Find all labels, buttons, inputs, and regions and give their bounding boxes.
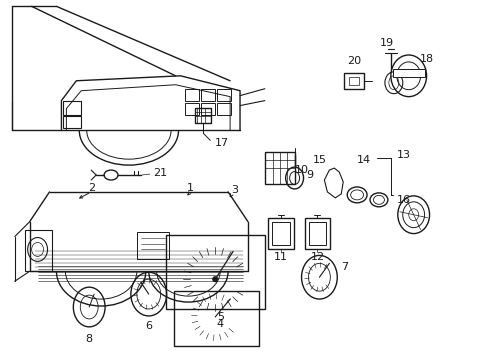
Bar <box>195 108 211 123</box>
Bar <box>308 222 325 246</box>
Text: 18: 18 <box>419 54 433 64</box>
Bar <box>25 230 52 271</box>
Text: 16: 16 <box>396 195 410 205</box>
Bar <box>137 231 168 260</box>
Text: 7: 7 <box>340 262 347 272</box>
Text: 11: 11 <box>273 252 287 262</box>
Text: 19: 19 <box>379 38 393 48</box>
Bar <box>392 69 424 77</box>
Bar <box>201 89 215 100</box>
Text: 14: 14 <box>356 155 370 165</box>
Bar <box>185 89 199 100</box>
Text: 10: 10 <box>294 165 308 175</box>
Bar <box>201 103 215 114</box>
Text: 9: 9 <box>305 170 312 180</box>
Text: 8: 8 <box>85 334 93 344</box>
Text: 5: 5 <box>216 312 223 322</box>
Bar <box>267 218 293 249</box>
Text: 13: 13 <box>396 150 410 160</box>
Bar <box>173 291 258 346</box>
Bar <box>348 77 358 85</box>
Text: 1: 1 <box>186 183 194 193</box>
Text: 20: 20 <box>346 56 361 66</box>
Text: 6: 6 <box>145 321 152 331</box>
Bar <box>63 100 81 114</box>
Text: 21: 21 <box>153 168 167 178</box>
Text: 12: 12 <box>310 252 324 262</box>
Bar <box>271 222 289 246</box>
Bar <box>304 218 330 249</box>
Text: 3: 3 <box>231 185 238 195</box>
Text: 15: 15 <box>312 155 326 165</box>
Ellipse shape <box>212 277 217 282</box>
Bar <box>264 152 294 184</box>
Bar <box>185 103 199 114</box>
Bar <box>165 235 264 309</box>
Bar <box>63 117 81 129</box>
Text: 4: 4 <box>216 319 224 329</box>
Text: 17: 17 <box>215 138 229 148</box>
Bar <box>217 103 231 114</box>
Bar <box>344 73 364 89</box>
Bar <box>217 89 231 100</box>
Text: 2: 2 <box>87 183 95 193</box>
